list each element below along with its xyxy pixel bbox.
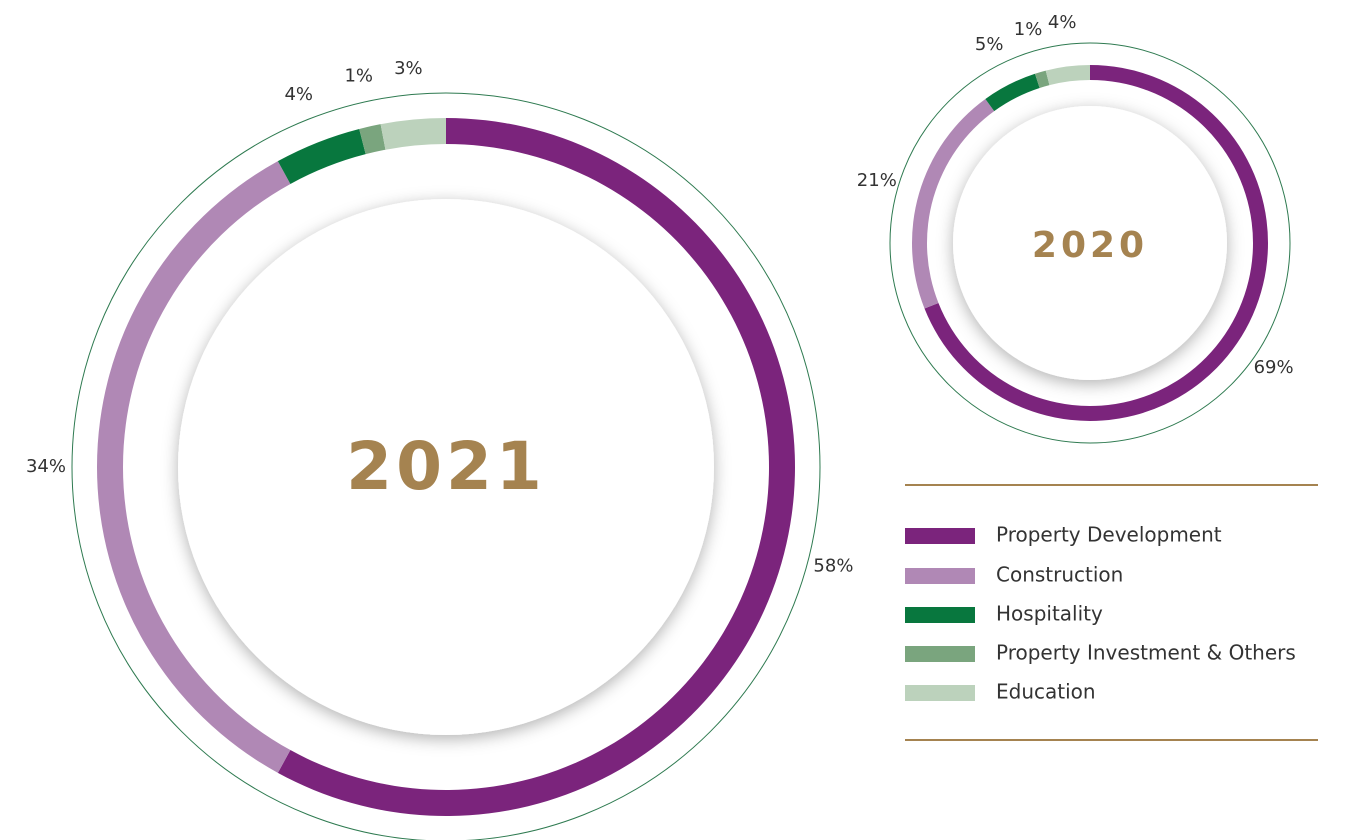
inner-disc <box>178 199 714 735</box>
outline-ring <box>71 92 821 840</box>
value-label: 5% <box>975 34 1004 55</box>
legend-swatch <box>905 528 975 544</box>
legend-swatch <box>905 646 975 662</box>
legend-label: Hospitality <box>996 602 1103 626</box>
donut-segment <box>1034 70 1050 88</box>
value-label: 3% <box>394 58 423 79</box>
legend-label: Education <box>996 680 1096 704</box>
legend-swatch <box>905 607 975 623</box>
value-label: 1% <box>1014 19 1043 40</box>
donut-segment <box>96 161 291 773</box>
donut-segment <box>359 124 386 155</box>
outline-ring <box>889 42 1291 444</box>
value-label: 34% <box>26 456 66 477</box>
donut-segment <box>1045 65 1090 86</box>
legend-label: Property Development <box>996 523 1222 547</box>
donut-segment <box>277 128 366 184</box>
donut-segment <box>985 73 1040 112</box>
value-label: 69% <box>1254 357 1294 378</box>
donut-segment <box>380 118 446 150</box>
chart-title: 2020 <box>1032 225 1148 266</box>
value-label: 4% <box>1048 12 1077 33</box>
donut-segment <box>912 98 995 309</box>
legend-swatch <box>905 685 975 701</box>
value-label: 1% <box>344 66 373 87</box>
inner-disc <box>953 106 1227 380</box>
legend-label: Property Investment & Others <box>996 641 1296 665</box>
value-label: 4% <box>284 84 313 105</box>
chart-title: 2021 <box>346 428 546 505</box>
value-label: 21% <box>857 170 897 191</box>
value-label: 58% <box>813 555 853 576</box>
legend-label: Construction <box>996 563 1123 587</box>
legend-swatch <box>905 568 975 584</box>
